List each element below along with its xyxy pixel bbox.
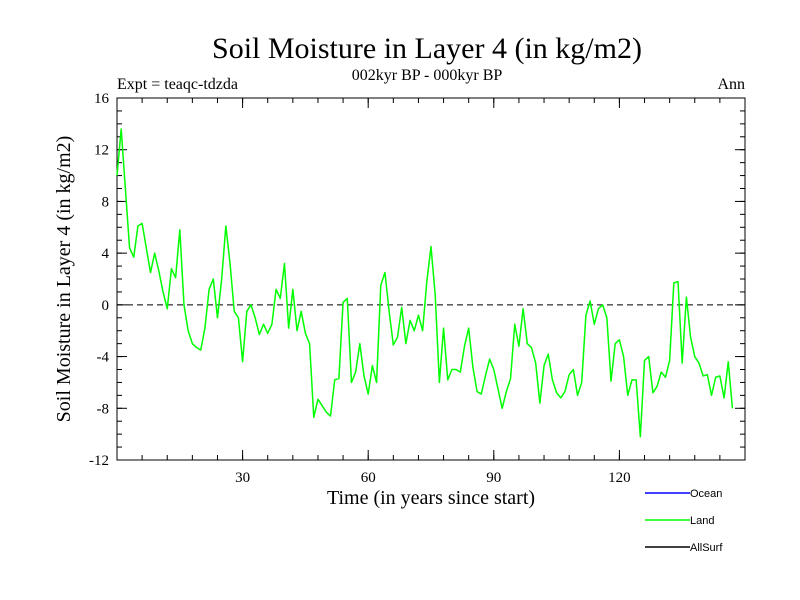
y-tick-label: -4 [97, 350, 110, 366]
tick-labels: 30 60 90 120 -12 -8 -4 0 4 8 12 16 [89, 91, 631, 486]
legend-allsurf-label: AllSurf [690, 542, 723, 554]
series-layer [116, 128, 734, 438]
expt-label: Expt = teaqc-tdzda [117, 76, 238, 93]
y-tick-label: 12 [94, 143, 109, 159]
y-tick-label: 0 [102, 298, 110, 314]
minor-ticks [117, 98, 745, 460]
x-tick-label: 30 [235, 470, 250, 486]
legend-ocean-label: Ocean [690, 488, 722, 500]
y-tick-label: 16 [94, 91, 110, 107]
legend-land-label: Land [690, 515, 714, 527]
chart-subtitle: 002kyr BP - 000kyr BP [352, 67, 503, 84]
season-label: Ann [717, 76, 745, 93]
x-axis-label: Time (in years since start) [327, 487, 535, 509]
chart-title: Soil Moisture in Layer 4 (in kg/m2) [212, 32, 642, 65]
y-tick-label: 8 [102, 194, 110, 210]
y-tick-label: -8 [97, 401, 110, 417]
x-tick-label: 90 [486, 470, 501, 486]
y-tick-label: 4 [102, 246, 110, 262]
x-tick-label: 120 [608, 470, 631, 486]
y-tick-label: -12 [89, 453, 109, 469]
plot-frame [116, 97, 746, 461]
major-ticks [117, 98, 745, 460]
y-axis-label: Soil Moisture in Layer 4 (in kg/m2) [53, 136, 75, 423]
series-line-land [116, 128, 734, 438]
legend: Ocean Land AllSurf [645, 488, 723, 554]
x-tick-label: 60 [361, 470, 376, 486]
